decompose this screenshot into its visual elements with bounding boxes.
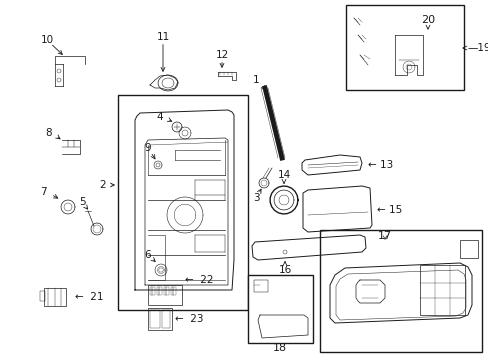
Text: 7: 7	[41, 187, 47, 197]
Bar	[150, 310, 160, 328]
Text: 16: 16	[278, 265, 291, 275]
Text: 6: 6	[144, 250, 151, 260]
Text: ←  21: ← 21	[75, 292, 103, 302]
Text: ← 13: ← 13	[367, 160, 392, 170]
Bar	[319, 230, 481, 352]
Text: 12: 12	[215, 50, 228, 60]
Text: 14: 14	[277, 170, 290, 180]
Bar	[419, 265, 464, 315]
Bar	[346, 5, 463, 90]
Bar	[150, 287, 155, 295]
Text: 9: 9	[144, 143, 151, 153]
Bar	[163, 287, 169, 295]
Text: 2: 2	[100, 180, 106, 190]
Bar	[157, 287, 162, 295]
Bar	[171, 287, 176, 295]
Bar	[44, 288, 66, 306]
Text: 1: 1	[252, 75, 259, 85]
Text: ← 15: ← 15	[376, 205, 402, 215]
Text: ←  23: ← 23	[175, 314, 203, 324]
Text: 4: 4	[156, 112, 163, 122]
Text: 3: 3	[252, 193, 259, 203]
Bar	[148, 285, 182, 305]
Bar	[253, 280, 267, 292]
Text: 10: 10	[41, 35, 54, 45]
Bar	[118, 95, 247, 310]
Bar	[459, 240, 477, 258]
Bar	[40, 291, 45, 301]
Text: —19: —19	[466, 43, 488, 53]
Text: 18: 18	[272, 343, 286, 353]
Text: 5: 5	[79, 197, 85, 207]
Bar	[162, 310, 170, 328]
Text: ←  22: ← 22	[184, 275, 213, 285]
Bar	[148, 308, 172, 330]
Text: 8: 8	[45, 128, 52, 138]
Text: 20: 20	[420, 15, 434, 25]
Text: 17: 17	[377, 231, 391, 241]
Text: 11: 11	[156, 32, 169, 42]
Bar	[247, 275, 312, 343]
